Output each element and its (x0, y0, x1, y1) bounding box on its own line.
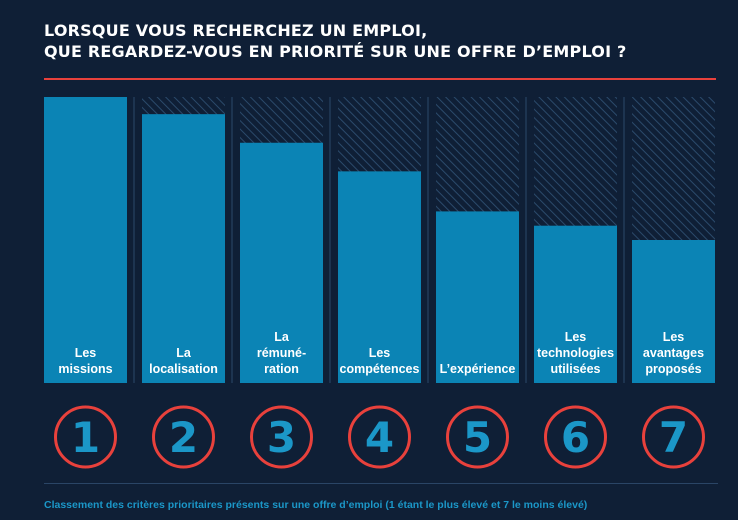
rank-number-3: 3 (267, 413, 296, 462)
category-label-6-line-2: technologies (537, 346, 614, 360)
category-label-7-line-3: proposés (645, 362, 701, 376)
category-label-3-line-3: ration (264, 362, 299, 376)
rank-circle-4 (348, 405, 411, 469)
rank-number-7: 7 (659, 413, 688, 462)
title-underline (44, 78, 716, 80)
rank-circle-2 (152, 405, 215, 469)
rank-number-1: 1 (71, 413, 100, 462)
rank-circle-5 (446, 405, 509, 469)
bar-4 (338, 171, 421, 383)
footer-divider (44, 483, 718, 484)
bar-2 (142, 114, 225, 383)
rank-circle-1 (54, 405, 117, 469)
bar-6 (534, 225, 617, 383)
category-label-3-line-2: rémuné- (257, 346, 306, 360)
bar-5 (436, 211, 519, 383)
category-label-4-line-2: compétences (340, 362, 420, 376)
category-label-1-line-2: missions (58, 362, 112, 376)
category-label-7-line-1: Les (663, 330, 685, 344)
category-label-2-line-2: localisation (149, 362, 218, 376)
category-label-4-line-1: Les (369, 346, 391, 360)
rank-number-4: 4 (365, 413, 394, 462)
title-line-1: LORSQUE VOUS RECHERCHEZ UN EMPLOI, (44, 21, 428, 40)
rank-circle-6 (544, 405, 607, 469)
bar-3 (240, 142, 323, 383)
footnote: Classement des critères prioritaires pré… (44, 499, 588, 511)
bar-7 (632, 240, 715, 383)
rank-circle-7 (642, 405, 705, 469)
bar-1 (44, 97, 127, 383)
category-label-6-line-3: utilisées (550, 362, 600, 376)
category-label-3-line-1: La (274, 330, 290, 344)
chart-title: LORSQUE VOUS RECHERCHEZ UN EMPLOI, QUE R… (44, 20, 704, 62)
title-line-2: QUE REGARDEZ-VOUS EN PRIORITÉ SUR UNE OF… (44, 42, 627, 61)
rank-number-2: 2 (169, 413, 198, 462)
rank-number-5: 5 (463, 413, 492, 462)
rank-circle-3 (250, 405, 313, 469)
category-label-2-line-1: La (176, 346, 192, 360)
category-label-6-line-1: Les (565, 330, 587, 344)
category-label-1-line-1: Les (75, 346, 97, 360)
rank-number-6: 6 (561, 413, 590, 462)
category-label-5-line-1: L’expérience (440, 362, 516, 376)
category-label-7-line-2: avantages (643, 346, 704, 360)
